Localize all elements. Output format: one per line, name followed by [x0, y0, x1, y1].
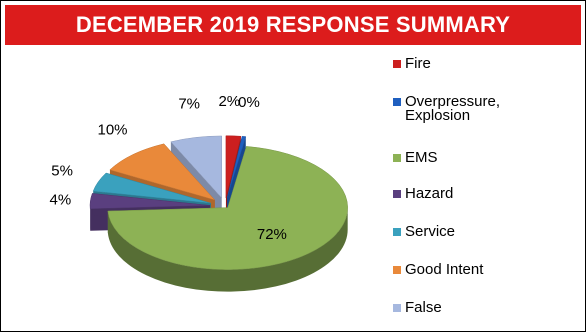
legend-item-good-intent: Good Intent: [393, 261, 484, 278]
label-fire: 2%: [218, 93, 240, 110]
legend-item-false: False: [393, 299, 442, 316]
slice-top: [109, 143, 216, 201]
legend-label: Service: [405, 223, 456, 240]
legend-label: Overpressure, Explosion: [405, 93, 501, 124]
slice-top: [92, 172, 211, 204]
label-ems: 72%: [257, 226, 287, 243]
legend-label: False: [405, 299, 442, 316]
legend-label: Fire: [405, 55, 431, 72]
slice-top: [89, 193, 211, 210]
legend-item-ems: EMS: [393, 149, 438, 166]
legend-swatch: [393, 154, 401, 162]
legend-label: EMS: [405, 149, 438, 166]
slice-top: [225, 135, 242, 198]
legend-item-overpressure-explosion: Overpressure, Explosion: [393, 93, 501, 124]
legend-swatch: [393, 60, 401, 68]
legend-swatch: [393, 190, 401, 198]
legend-item-service: Service: [393, 223, 456, 240]
legend-label: Good Intent: [405, 261, 484, 278]
slice-top: [170, 135, 222, 199]
legend-swatch: [393, 266, 401, 274]
slice-ems: [107, 146, 348, 292]
legend-swatch: [393, 304, 401, 312]
legend-label: Hazard: [405, 185, 454, 202]
label-service: 5%: [51, 162, 73, 179]
slice-side: [107, 207, 348, 292]
label-hazard: 4%: [50, 192, 72, 209]
label-good-intent: 10%: [97, 121, 127, 138]
legend-item-fire: Fire: [393, 55, 431, 72]
slice-top: [226, 136, 247, 198]
legend-item-hazard: Hazard: [393, 185, 454, 202]
chart-title: DECEMBER 2019 RESPONSE SUMMARY: [5, 5, 581, 45]
label-false: 7%: [178, 95, 200, 112]
label-overpressure-explosion: 0%: [238, 94, 260, 111]
legend-swatch: [393, 228, 401, 236]
legend-swatch: [393, 98, 401, 106]
slice-top: [107, 146, 348, 270]
